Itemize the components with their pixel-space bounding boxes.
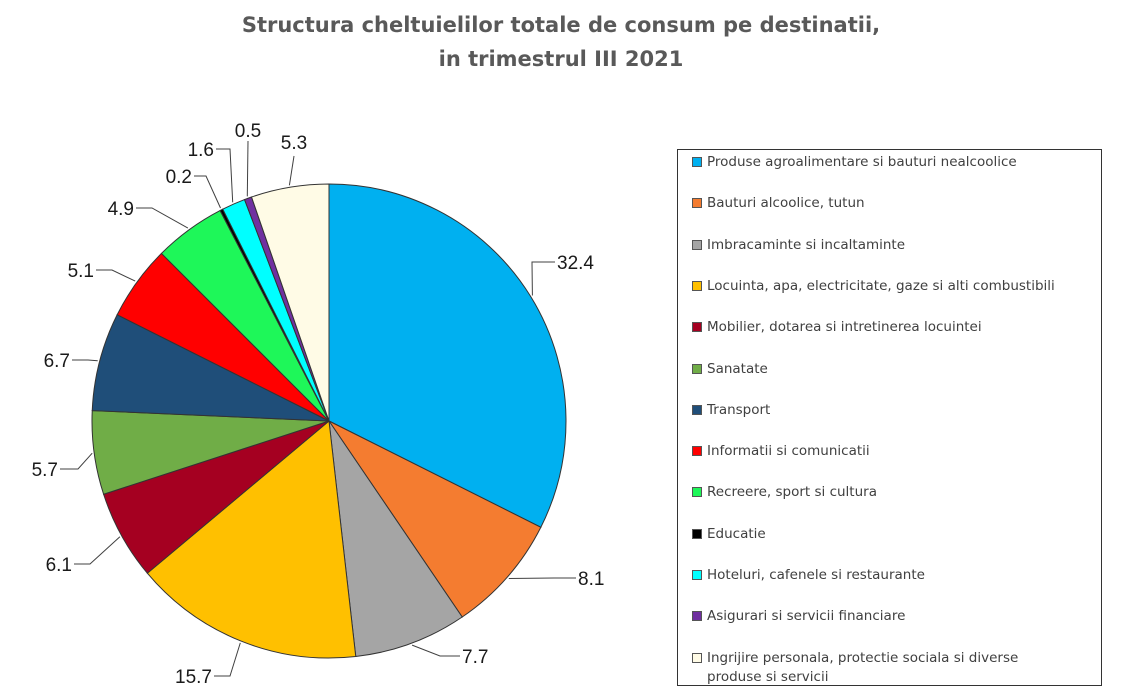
legend-label-line: Produse agroalimentare si bauturi nealco…	[707, 154, 1017, 170]
legend-swatch	[692, 487, 702, 498]
legend-swatch	[692, 157, 702, 167]
legend-swatch	[692, 239, 702, 250]
legend-label-line: Transport	[707, 401, 771, 418]
data-label-2: 8.1	[578, 569, 604, 590]
legend-label-line: Recreere, sport si cultura	[707, 484, 877, 501]
pie-slices	[91, 183, 567, 659]
legend-swatch	[692, 322, 702, 333]
pie-slice-13	[250, 183, 330, 422]
pie-data-labels: 32.4 8.1 7.7 15.7 6.1 5.7 6.7 5.1 4.9 0.2 1.6 0.5 5.…	[32, 121, 605, 688]
legend-label: Asigurari si servicii financiare	[707, 607, 1099, 626]
legend-label: Produse agroalimentare si bauturi nealco…	[707, 153, 1099, 172]
data-label-9: 4.9	[108, 199, 134, 220]
legend-label-line: Hoteluri, cafenele si restaurante	[707, 567, 925, 583]
pie-slice-2	[327, 419, 542, 618]
leader-line-1	[531, 261, 555, 296]
legend-swatch	[692, 446, 702, 457]
legend-label: Imbracaminte si incaltaminte	[707, 236, 1099, 255]
pie-slice-1	[328, 183, 567, 528]
legend-label: Locuinta, apa, electricitate, gaze si al…	[707, 277, 1099, 296]
legend-label: Sanatate	[707, 360, 1099, 379]
leader-line-5	[74, 536, 121, 565]
legend-label-line: Asigurari si servicii financiare	[707, 608, 906, 625]
data-label-10: 0.2	[166, 167, 192, 188]
legend-swatch	[692, 611, 702, 622]
legend-label-line: Bauturi alcoolice, tutun	[707, 195, 865, 212]
legend-swatch	[692, 280, 702, 291]
legend-swatch	[692, 363, 702, 374]
legend-label-line: Imbracaminte si incaltaminte	[707, 236, 906, 253]
legend-label-line: produse si servicii	[707, 668, 829, 685]
legend-label-line: Informatii si comunicatii	[707, 443, 870, 460]
chart-title-line-2: in trimestrul III 2021	[438, 47, 684, 71]
legend-label: Informatii si comunicatii	[707, 442, 1099, 461]
legend-label-line: Locuinta, apa, electricitate, gaze si al…	[707, 277, 1055, 294]
data-label-12: 0.5	[235, 121, 261, 142]
legend-label: Transport	[707, 401, 1099, 420]
data-label-8: 5.1	[68, 261, 94, 282]
legend-label-line: Sanatate	[707, 360, 768, 377]
data-label-1: 32.4	[557, 253, 594, 274]
legend-swatch	[692, 404, 702, 415]
pie-slice-4	[146, 420, 357, 659]
chart-title: Structura cheltuielilor totale de consum…	[0, 8, 1122, 76]
leader-line-3	[411, 644, 460, 657]
chart-title-line-1: Structura cheltuielilor totale de consum…	[241, 13, 881, 37]
leader-line-10	[194, 175, 221, 209]
data-label-3: 7.7	[462, 647, 488, 668]
legend-label: Bauturi alcoolice, tutun	[707, 194, 1099, 213]
leader-line-9	[136, 207, 189, 229]
legend-swatch	[692, 570, 702, 580]
data-label-7: 6.7	[44, 351, 70, 372]
legend-swatch	[692, 652, 702, 663]
leader-line-11	[216, 148, 234, 203]
legend-label-line: Mobilier, dotarea si intretinerea locuin…	[707, 319, 982, 336]
data-label-11: 1.6	[188, 140, 214, 161]
leader-line-12	[246, 140, 249, 197]
legend-label: Educatie	[707, 525, 1099, 544]
leader-line-8	[96, 269, 136, 282]
leader-line-4	[214, 642, 241, 677]
data-label-4: 15.7	[175, 667, 212, 688]
legend-label: Recreere, sport si cultura	[707, 483, 1099, 502]
data-label-6: 5.7	[32, 460, 58, 481]
pie-slice-3	[328, 420, 463, 658]
pie-leader-lines	[60, 140, 576, 677]
data-label-13: 5.3	[281, 133, 307, 154]
chart-legend: Produse agroalimentare si bauturi nealco…	[677, 149, 1102, 686]
leader-line-6	[60, 452, 93, 470]
legend-swatch	[692, 198, 702, 209]
legend-label: Ingrijire personala, protectie sociala s…	[707, 649, 1099, 687]
legend-swatch	[692, 528, 702, 539]
legend-label: Mobilier, dotarea si intretinerea locuin…	[707, 318, 1099, 337]
data-label-5: 6.1	[46, 555, 72, 576]
legend-label-line: Educatie	[707, 525, 766, 542]
leader-line-7	[72, 359, 98, 362]
leader-line-13	[288, 155, 295, 186]
legend-label: Hoteluri, cafenele si restaurante	[707, 566, 1099, 585]
legend-label-line: Ingrijire personala, protectie sociala s…	[707, 649, 1019, 666]
leader-line-2	[508, 577, 576, 579]
